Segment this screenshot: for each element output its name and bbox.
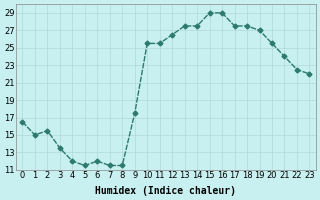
X-axis label: Humidex (Indice chaleur): Humidex (Indice chaleur) (95, 186, 236, 196)
